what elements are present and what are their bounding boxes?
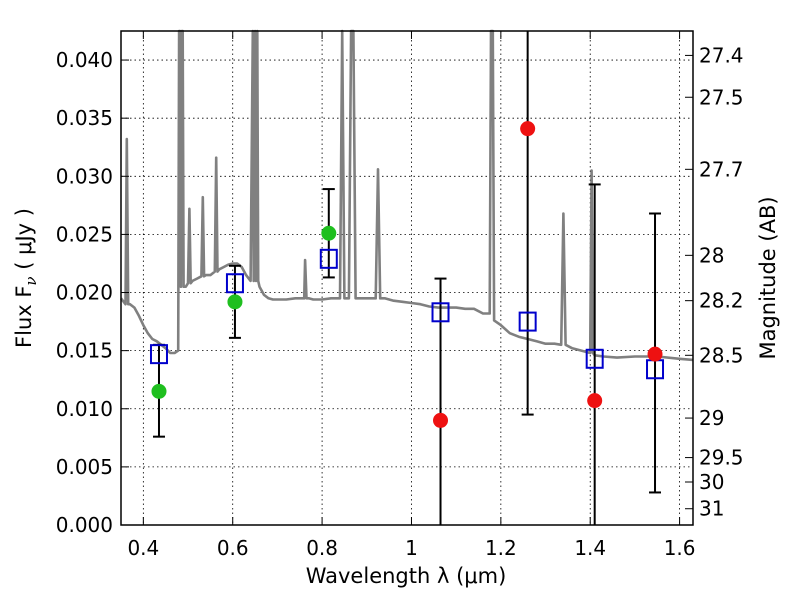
y2-tick-label: 29	[699, 406, 724, 430]
nondetected-flux-point	[433, 412, 449, 428]
x-tick-label: 0.6	[217, 536, 249, 560]
y-tick-label: 0.000	[56, 513, 113, 537]
model-flux-square	[149, 344, 168, 365]
y-axis-label-main: Flux F	[12, 286, 36, 348]
y2-tick-label: 27.4	[699, 43, 744, 67]
x-tick-label: 1.4	[574, 536, 606, 560]
x-tick-label: 1	[405, 536, 418, 560]
y2-tick-label: 28	[699, 243, 724, 267]
y2-tick-label: 28.5	[699, 343, 744, 367]
y-tick-label: 0.030	[56, 164, 113, 188]
x-tick-label: 1.6	[664, 536, 696, 560]
y-tick-label: 0.025	[56, 222, 113, 246]
axis-ticks: 0.4 0.6 0.8 1 1.2 1.4 1.6 0.000 0.005 0.010 0.015 0…	[56, 31, 744, 560]
model-flux-square	[585, 348, 604, 369]
y2-tick-label: 31	[699, 497, 724, 521]
y-axis-label: Flux Fν ( μJy )	[12, 208, 40, 348]
model-flux-square	[319, 248, 338, 269]
y-axis-label-subscript: ν	[22, 276, 40, 285]
detected-flux-point	[151, 383, 167, 399]
error-bars	[152, 31, 662, 525]
nondetected-flux-point	[647, 346, 663, 362]
y2-tick-label: 27.5	[699, 85, 744, 109]
plot-frame	[120, 30, 694, 526]
y-tick-label: 0.010	[56, 397, 113, 421]
x-axis-label: Wavelength λ (μm)	[306, 564, 507, 588]
y-tick-label: 0.005	[56, 455, 113, 479]
y-tick-label: 0.015	[56, 339, 113, 363]
model-spectrum	[119, 29, 694, 362]
grid-lines	[121, 31, 693, 526]
y-tick-label: 0.040	[56, 48, 113, 72]
detected-flux-point	[227, 294, 243, 310]
detected-flux-point	[321, 225, 337, 241]
y2-tick-label: 30	[699, 470, 724, 494]
nondetected-flux-point	[587, 393, 603, 409]
y-tick-label: 0.035	[56, 106, 113, 130]
x-tick-label: 1.2	[485, 536, 517, 560]
y-tick-label: 0.020	[56, 281, 113, 305]
nondetected-flux-point	[520, 121, 536, 137]
y-axis-label-unit: ( μJy )	[12, 208, 36, 276]
spectrum-line	[119, 29, 694, 362]
data-markers	[149, 121, 665, 428]
y2-axis-label: Magnitude (AB)	[756, 196, 780, 359]
model-flux-square	[225, 273, 244, 294]
model-flux-square	[518, 311, 537, 332]
y2-tick-label: 28.2	[699, 289, 744, 313]
x-tick-label: 0.8	[306, 536, 338, 560]
y2-tick-label: 27.7	[699, 157, 744, 181]
x-tick-label: 0.4	[127, 536, 159, 560]
y2-tick-label: 29.5	[699, 446, 744, 470]
model-flux-square	[431, 302, 450, 323]
